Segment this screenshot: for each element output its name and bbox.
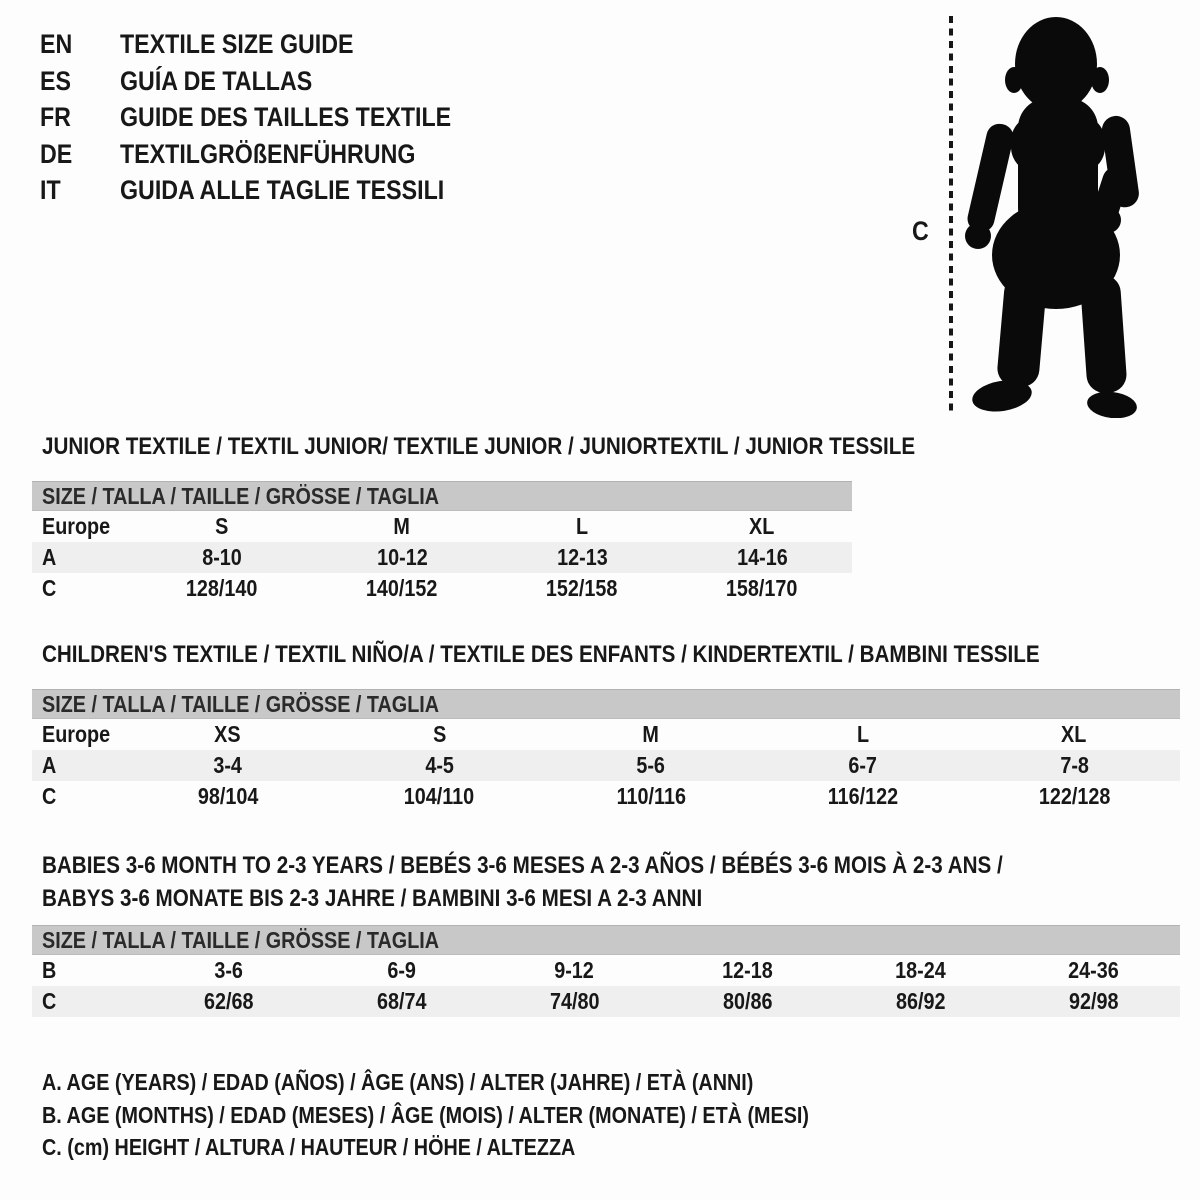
table-cell: 62/68 bbox=[203, 988, 254, 1014]
legend-line-a: A. AGE (YEARS) / EDAD (AÑOS) / ÂGE (ANS)… bbox=[42, 1069, 754, 1095]
table-cell: 140/152 bbox=[366, 575, 438, 601]
table-cell: 152/158 bbox=[546, 575, 618, 601]
table-cell: 12-18 bbox=[722, 957, 773, 983]
height-measure-label: C bbox=[912, 216, 929, 246]
table-cell: 10-12 bbox=[376, 544, 428, 570]
table-cell: 8-10 bbox=[202, 544, 242, 570]
table-cell: 4-5 bbox=[425, 752, 454, 778]
table-cell: S bbox=[432, 721, 446, 747]
table-cell: 7-8 bbox=[1059, 752, 1089, 778]
table-cell: 24-36 bbox=[1068, 957, 1119, 983]
table-cell: 110/116 bbox=[616, 783, 686, 809]
row-label: Europe bbox=[42, 721, 111, 747]
table-row: C 98/104 104/110 110/116 116/122 122/128 bbox=[32, 781, 1180, 812]
table-cell: 18-24 bbox=[895, 957, 946, 983]
table-row: C 62/68 68/74 74/80 80/86 86/92 92/98 bbox=[32, 986, 1180, 1017]
lang-code: DE bbox=[40, 138, 73, 169]
lang-code: FR bbox=[40, 102, 71, 132]
table-cell: 3-6 bbox=[214, 957, 243, 983]
row-label: Europe bbox=[42, 513, 111, 539]
lang-row-fr: FR GUIDE DES TAILLES TEXTILE bbox=[40, 99, 505, 136]
table-cell: 158/170 bbox=[726, 575, 798, 601]
table-cell: 6-9 bbox=[387, 957, 416, 983]
lang-title: TEXTILGRÖßENFÜHRUNG bbox=[120, 138, 416, 169]
legend: A. AGE (YEARS) / EDAD (AÑOS) / ÂGE (ANS)… bbox=[42, 1066, 934, 1164]
table-cell: XS bbox=[214, 721, 241, 747]
table-cell: XL bbox=[1061, 721, 1087, 747]
lang-code: ES bbox=[40, 65, 71, 96]
table-cell: 68/74 bbox=[376, 988, 427, 1014]
table-row: A 8-10 10-12 12-13 14-16 bbox=[32, 542, 852, 573]
table-cell: L bbox=[575, 513, 589, 539]
lang-title: GUÍA DE TALLAS bbox=[120, 65, 313, 96]
junior-section-title: JUNIOR TEXTILE / TEXTIL JUNIOR/ TEXTILE … bbox=[42, 433, 916, 460]
table-cell: 128/140 bbox=[186, 575, 258, 601]
table-row: C 128/140 140/152 152/158 158/170 bbox=[32, 573, 852, 604]
table-cell: 122/128 bbox=[1038, 783, 1110, 809]
children-size-table: SIZE / TALLA / TAILLE / GRÖSSE / TAGLIA … bbox=[32, 689, 1180, 812]
table-cell: 86/92 bbox=[895, 988, 946, 1014]
lang-code: IT bbox=[40, 175, 61, 205]
table-row: Europe XS S M L XL bbox=[32, 719, 1180, 750]
table-cell: 14-16 bbox=[736, 544, 788, 570]
lang-row-es: ES GUÍA DE TALLAS bbox=[40, 63, 505, 100]
table-cell: 74/80 bbox=[549, 988, 600, 1014]
language-list: EN TEXTILE SIZE GUIDE ES GUÍA DE TALLAS … bbox=[40, 26, 505, 209]
size-header-band: SIZE / TALLA / TAILLE / GRÖSSE / TAGLIA bbox=[32, 481, 852, 511]
lang-row-it: IT GUIDA ALLE TAGLIE TESSILI bbox=[40, 172, 505, 209]
table-cell: 98/104 bbox=[197, 783, 259, 809]
lang-code: EN bbox=[40, 29, 73, 59]
table-cell: 104/110 bbox=[404, 783, 475, 809]
table-cell: L bbox=[856, 721, 869, 747]
toddler-silhouette-icon bbox=[965, 17, 1139, 418]
row-label: A bbox=[42, 544, 57, 570]
table-cell: 80/86 bbox=[722, 988, 773, 1014]
lang-title: GUIDE DES TAILLES TEXTILE bbox=[120, 102, 452, 132]
children-section-title: CHILDREN'S TEXTILE / TEXTIL NIÑO/A / TEX… bbox=[42, 641, 1040, 668]
lang-title: TEXTILE SIZE GUIDE bbox=[120, 29, 354, 59]
legend-line-c: C. (cm) HEIGHT / ALTURA / HAUTEUR / HÖHE… bbox=[42, 1134, 576, 1160]
table-cell: 5-6 bbox=[636, 752, 666, 778]
row-label: A bbox=[42, 752, 57, 778]
size-header-band: SIZE / TALLA / TAILLE / GRÖSSE / TAGLIA bbox=[32, 925, 1180, 955]
size-header-band: SIZE / TALLA / TAILLE / GRÖSSE / TAGLIA bbox=[32, 689, 1180, 719]
legend-line-b: B. AGE (MONTHS) / EDAD (MESES) / ÂGE (MO… bbox=[42, 1101, 809, 1128]
lang-row-en: EN TEXTILE SIZE GUIDE bbox=[40, 26, 505, 63]
table-row: A 3-4 4-5 5-6 6-7 7-8 bbox=[32, 750, 1180, 781]
table-row: Europe S M L XL bbox=[32, 511, 852, 542]
table-cell: 92/98 bbox=[1068, 988, 1119, 1014]
babies-size-table: SIZE / TALLA / TAILLE / GRÖSSE / TAGLIA … bbox=[32, 925, 1180, 1017]
height-measure-dashed-line bbox=[949, 16, 953, 416]
table-cell: 12-13 bbox=[556, 544, 608, 570]
table-row: B 3-6 6-9 9-12 12-18 18-24 24-36 bbox=[32, 955, 1180, 986]
row-label: B bbox=[42, 957, 57, 983]
table-cell: XL bbox=[749, 513, 775, 539]
lang-title: GUIDA ALLE TAGLIE TESSILI bbox=[120, 175, 445, 205]
table-cell: 116/122 bbox=[827, 783, 898, 809]
table-cell: 3-4 bbox=[213, 752, 243, 778]
table-cell: 6-7 bbox=[848, 752, 877, 778]
table-cell: 9-12 bbox=[554, 957, 595, 983]
babies-section-title: BABIES 3-6 MONTH TO 2-3 YEARS / BEBÉS 3-… bbox=[42, 852, 1003, 912]
junior-size-table: SIZE / TALLA / TAILLE / GRÖSSE / TAGLIA … bbox=[32, 481, 852, 604]
table-cell: M bbox=[642, 721, 660, 747]
row-label: C bbox=[42, 783, 57, 809]
lang-row-de: DE TEXTILGRÖßENFÜHRUNG bbox=[40, 136, 505, 173]
row-label: C bbox=[42, 575, 57, 601]
table-cell: S bbox=[215, 513, 229, 539]
row-label: C bbox=[42, 988, 57, 1014]
table-cell: M bbox=[393, 513, 411, 539]
